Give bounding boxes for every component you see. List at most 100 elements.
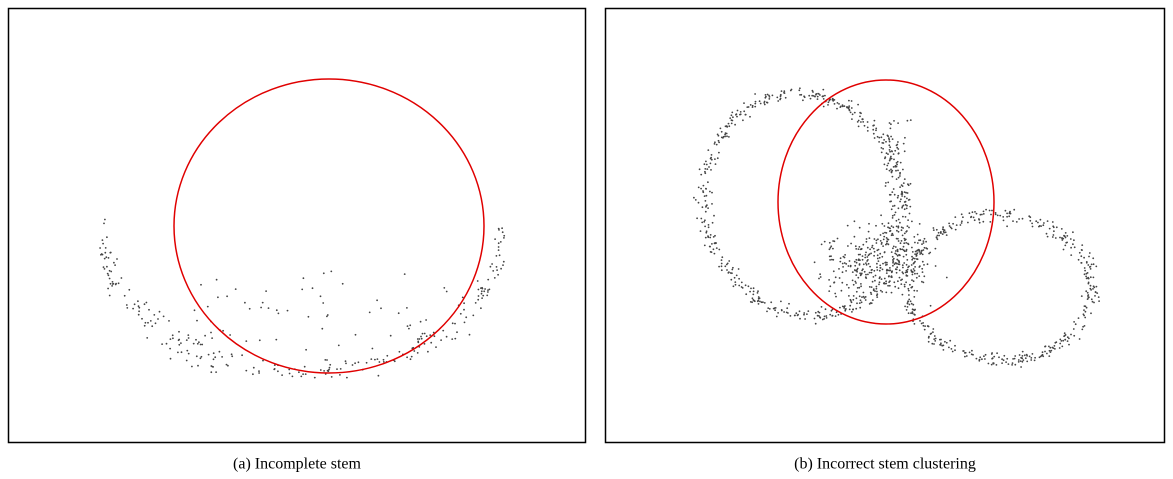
point (932, 229, 935, 232)
point (876, 294, 878, 297)
point (836, 107, 838, 110)
point (386, 354, 389, 357)
point (896, 143, 899, 146)
point (371, 347, 374, 350)
point (860, 121, 862, 123)
point (811, 94, 814, 97)
point (906, 268, 909, 271)
point (704, 200, 707, 202)
point (807, 310, 810, 312)
point (1093, 301, 1095, 304)
point (859, 306, 862, 309)
point (1029, 216, 1032, 219)
point (900, 226, 903, 229)
point (1087, 276, 1090, 279)
point (106, 236, 108, 239)
point (311, 287, 314, 290)
point (502, 264, 504, 266)
point (852, 283, 855, 286)
point (323, 370, 325, 372)
point (477, 288, 480, 291)
point (288, 372, 291, 375)
point (850, 100, 853, 102)
point (885, 280, 887, 283)
point (829, 246, 832, 249)
point (1069, 238, 1072, 240)
point (1048, 227, 1051, 230)
point (888, 138, 891, 141)
point (886, 268, 888, 271)
point (903, 201, 906, 203)
point (799, 87, 801, 90)
point (717, 134, 720, 137)
point (763, 302, 766, 304)
point (328, 366, 331, 369)
point (841, 262, 844, 265)
point (172, 337, 174, 340)
point (1098, 300, 1100, 302)
point (905, 207, 908, 210)
point (711, 243, 713, 245)
point (699, 230, 702, 233)
point (409, 324, 412, 327)
point (200, 355, 203, 358)
point (879, 252, 882, 255)
point (841, 305, 844, 308)
point (881, 291, 884, 293)
point (913, 313, 916, 316)
point (1066, 235, 1069, 237)
point (894, 246, 897, 248)
point (1089, 265, 1092, 268)
point (867, 273, 869, 276)
point (899, 242, 902, 245)
point (803, 313, 805, 316)
point (982, 213, 985, 215)
point (783, 311, 785, 313)
point (892, 261, 894, 264)
point (696, 217, 698, 220)
point (830, 309, 833, 312)
point (968, 212, 971, 215)
point (875, 285, 878, 288)
point (880, 147, 883, 149)
point (892, 226, 895, 229)
point (929, 304, 932, 307)
point (1024, 357, 1027, 360)
point (889, 146, 892, 149)
point (709, 234, 712, 236)
point (754, 100, 757, 103)
point (840, 289, 843, 292)
point (884, 185, 887, 187)
point (905, 281, 907, 284)
point (1078, 338, 1081, 340)
point (1082, 313, 1085, 316)
point (104, 218, 106, 221)
point (476, 280, 479, 282)
point (852, 308, 854, 311)
point (128, 288, 131, 291)
point (1049, 351, 1052, 353)
point (1072, 231, 1074, 234)
point (821, 95, 824, 98)
point (910, 286, 913, 289)
point (921, 280, 923, 283)
point (846, 224, 849, 227)
point (496, 269, 498, 271)
point (397, 312, 400, 315)
point (211, 337, 214, 339)
point (108, 277, 111, 280)
point (1008, 215, 1011, 218)
point (834, 292, 837, 295)
point (923, 264, 925, 266)
point (702, 184, 705, 187)
point (866, 256, 869, 258)
point (357, 361, 360, 364)
point (417, 341, 420, 344)
point (844, 305, 846, 307)
point (1090, 312, 1092, 315)
point (1059, 338, 1062, 341)
point (910, 269, 913, 272)
point (893, 158, 895, 161)
point (873, 137, 876, 139)
point (694, 199, 697, 201)
